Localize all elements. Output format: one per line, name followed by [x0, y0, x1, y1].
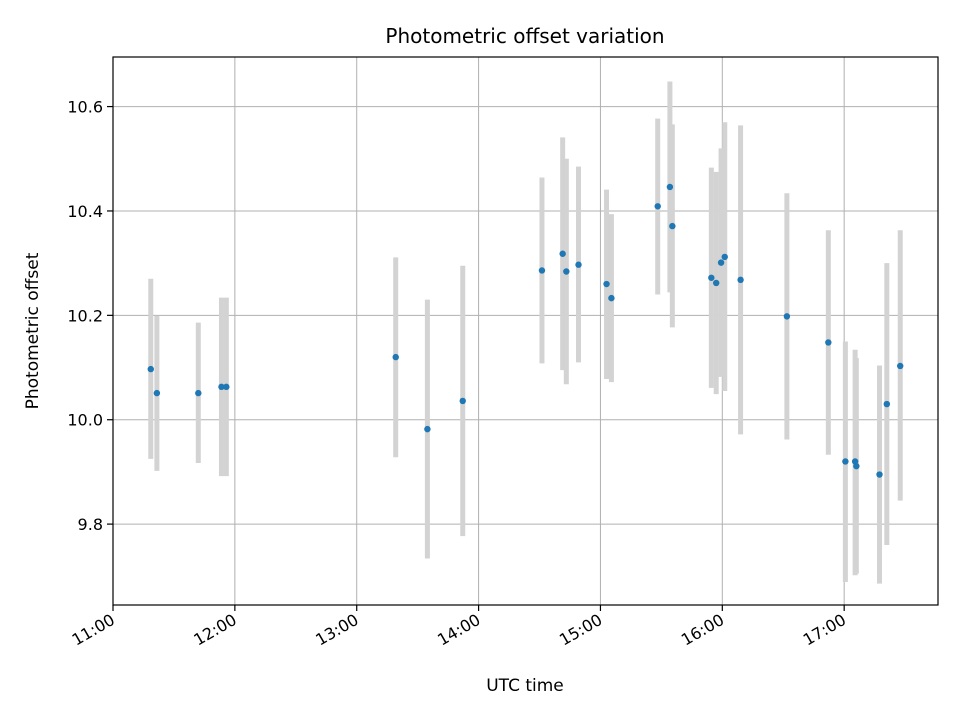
data-point [654, 203, 661, 210]
data-point [783, 313, 791, 320]
data-point [721, 253, 728, 261]
y-axis-ticks: 9.8 10.0 10.2 10.4 10.6 [67, 98, 113, 534]
data-point [713, 279, 720, 287]
chart-title: Photometric offset variation [385, 24, 664, 48]
y-tick-label: 10.6 [67, 98, 103, 117]
data-point [883, 400, 891, 408]
data-point [737, 276, 744, 284]
data-points [147, 183, 904, 478]
data-point [876, 471, 883, 478]
x-axis-label: UTC time [486, 676, 564, 696]
data-point [459, 397, 466, 405]
data-point [708, 274, 715, 281]
y-tick-label: 10.4 [67, 202, 103, 221]
data-point [563, 268, 570, 275]
data-point [218, 383, 225, 391]
data-point [853, 462, 860, 470]
data-point [669, 222, 676, 230]
data-point [223, 383, 230, 391]
data-point [424, 425, 431, 433]
data-point [153, 389, 161, 397]
data-point [575, 261, 582, 268]
data-point [608, 294, 615, 302]
data-point [147, 365, 154, 373]
data-point [392, 353, 399, 361]
y-tick-label: 9.8 [78, 515, 103, 534]
y-tick-label: 10.0 [67, 411, 103, 430]
plot-frame [112, 56, 939, 606]
data-point [195, 389, 202, 397]
data-point [825, 339, 832, 346]
data-point [842, 458, 849, 465]
y-tick-label: 10.2 [67, 306, 103, 325]
data-point [603, 280, 610, 288]
data-point [897, 362, 904, 370]
data-point [538, 267, 546, 274]
data-point [717, 259, 725, 266]
data-point [666, 183, 674, 191]
data-point [559, 250, 566, 257]
y-axis-label: Photometric offset [23, 252, 43, 409]
